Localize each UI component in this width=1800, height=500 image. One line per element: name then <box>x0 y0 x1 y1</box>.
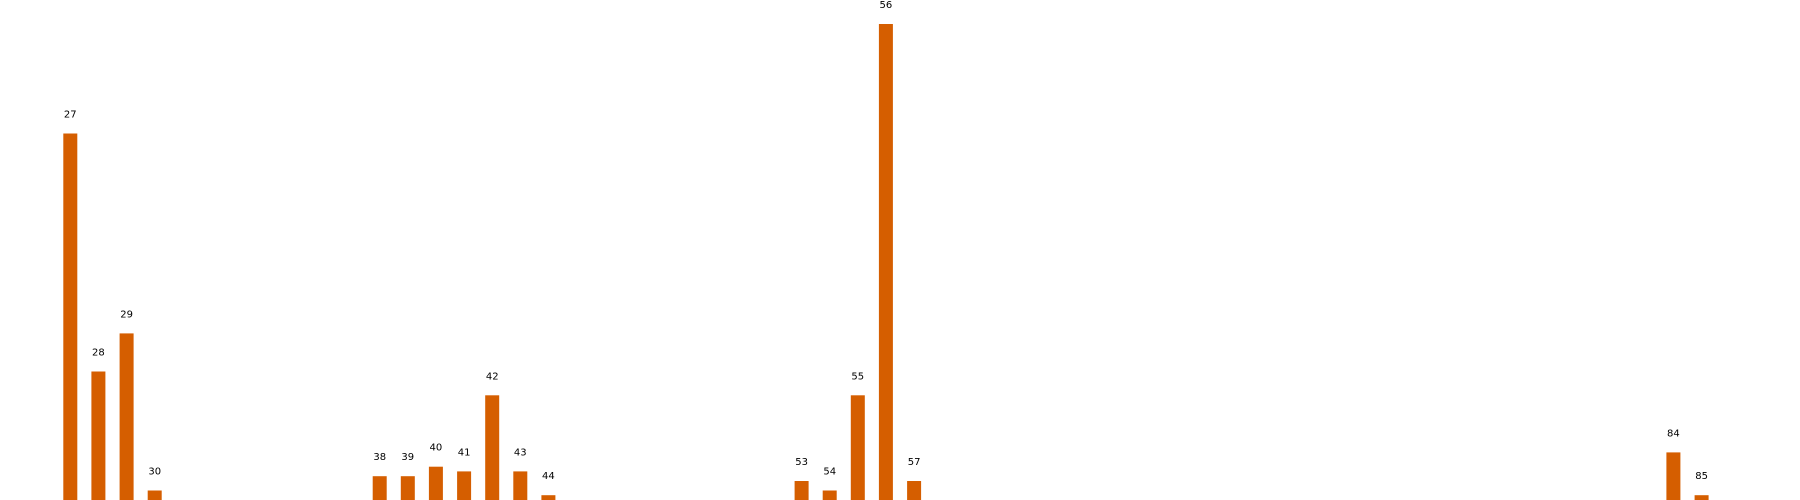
data-label-53: 53 <box>795 457 808 468</box>
bar-27 <box>63 134 77 500</box>
bar-57 <box>907 481 921 500</box>
bar-28 <box>91 372 105 500</box>
data-label-54: 54 <box>823 467 836 478</box>
bar-56 <box>879 24 893 500</box>
data-label-57: 57 <box>908 457 921 468</box>
bar-53 <box>795 481 809 500</box>
data-label-39: 39 <box>401 452 414 463</box>
bar-55 <box>851 395 865 500</box>
data-label-56: 56 <box>880 0 893 11</box>
bar-54 <box>823 491 837 500</box>
data-label-85: 85 <box>1695 471 1708 482</box>
bar-85 <box>1695 495 1709 500</box>
data-label-40: 40 <box>430 443 443 454</box>
data-label-27: 27 <box>64 110 77 121</box>
data-label-42: 42 <box>486 371 499 382</box>
bar-40 <box>429 467 443 500</box>
bar-41 <box>457 471 471 500</box>
data-label-30: 30 <box>148 467 161 478</box>
bar-44 <box>541 495 555 500</box>
data-label-43: 43 <box>514 447 527 458</box>
bar-30 <box>148 491 162 500</box>
bar-39 <box>401 476 415 500</box>
data-label-41: 41 <box>458 447 471 458</box>
data-label-29: 29 <box>120 309 133 320</box>
data-label-28: 28 <box>92 348 105 359</box>
data-label-44: 44 <box>542 471 555 482</box>
data-label-38: 38 <box>373 452 386 463</box>
data-label-84: 84 <box>1667 428 1680 439</box>
bar-84 <box>1666 452 1680 500</box>
bar-42 <box>485 395 499 500</box>
bars-group <box>63 24 1708 500</box>
bar-29 <box>120 333 134 500</box>
bar-38 <box>373 476 387 500</box>
bar-43 <box>513 471 527 500</box>
data-label-55: 55 <box>851 371 864 382</box>
